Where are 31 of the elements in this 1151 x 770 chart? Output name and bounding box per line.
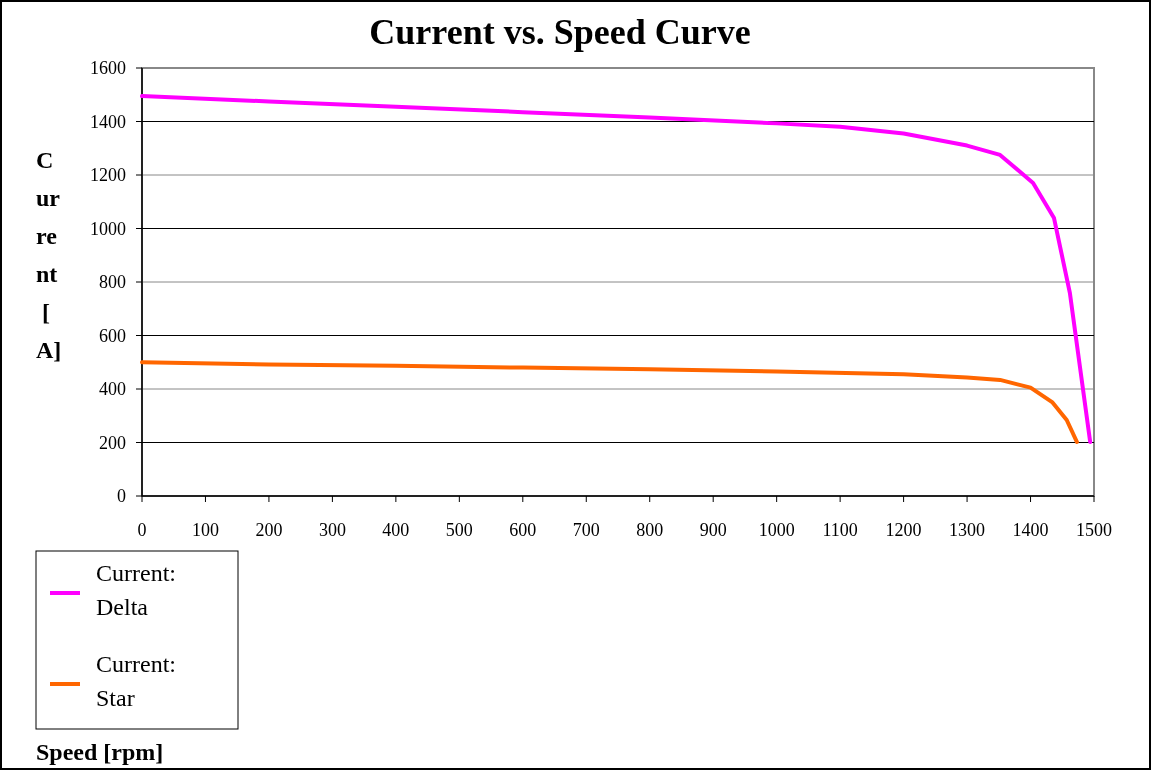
- x-tick-label: 1000: [758, 520, 795, 540]
- x-tick-label: 0: [137, 520, 147, 540]
- x-tick-label: 100: [191, 520, 219, 540]
- y-tick-label: 1200: [90, 165, 126, 186]
- x-tick-label: 1100: [822, 520, 858, 540]
- line-series: [140, 360, 1079, 444]
- x-tick-label: 600: [509, 520, 537, 540]
- x-tick-label: 800: [636, 520, 664, 540]
- legend-label: Current: Delta: [96, 560, 176, 620]
- text: Speed [rpm]: [36, 739, 164, 765]
- x-tick-label: 700: [572, 520, 600, 540]
- x-tick-label: 1300: [949, 520, 986, 540]
- x-tick-label: 300: [318, 520, 346, 540]
- legend-label: Current: Star: [96, 651, 176, 711]
- x-tick-label: 200: [255, 520, 283, 540]
- y-tick-label: 1600: [90, 58, 126, 79]
- y-tick-label: 1400: [90, 111, 126, 132]
- chart-title: Current vs. Speed Curve: [369, 12, 751, 52]
- x-tick-label: 1200: [885, 520, 922, 540]
- x-tick-label: 400: [382, 520, 410, 540]
- y-tick-label: 0: [117, 486, 126, 507]
- x-tick-label: 900: [699, 520, 727, 540]
- y-axis-title: Current [A]: [36, 147, 62, 363]
- y-tick-label: 200: [99, 432, 126, 453]
- x-tick-label: 1500: [1076, 520, 1112, 540]
- y-tick-label: 800: [99, 272, 126, 293]
- x-tick-label: 500: [445, 520, 473, 540]
- x-tick-label: 1400: [1012, 520, 1049, 540]
- y-tick-label: 1000: [90, 218, 126, 239]
- y-tick-label: 400: [99, 379, 126, 400]
- y-tick-label: 600: [99, 325, 126, 346]
